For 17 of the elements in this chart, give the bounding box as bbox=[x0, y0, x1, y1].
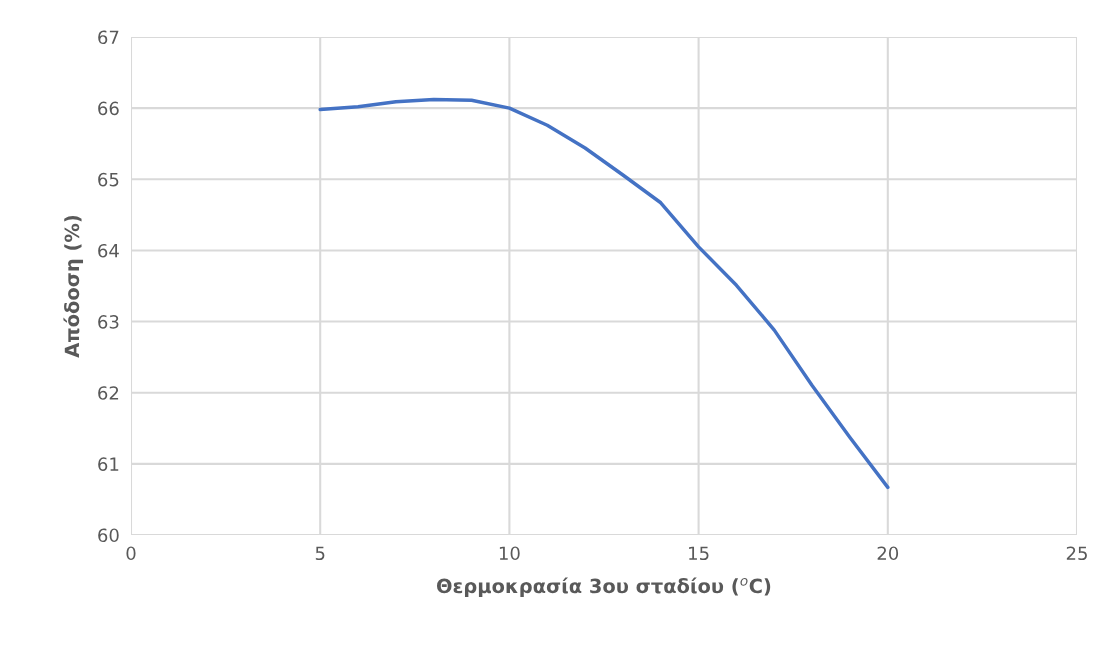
y-tick-label: 67 bbox=[98, 30, 119, 45]
x-tick-label: 0 bbox=[126, 546, 136, 561]
line-series bbox=[318, 97, 890, 490]
y-tick-label: 65 bbox=[98, 172, 119, 187]
y-tick-label: 66 bbox=[98, 101, 119, 116]
x-tick-label: 10 bbox=[499, 546, 520, 561]
y-axis-title: Απόδοση (%) bbox=[63, 215, 84, 358]
y-tick-label: 62 bbox=[98, 386, 119, 400]
y-tick-label: 61 bbox=[98, 457, 119, 471]
y-tick-label: 64 bbox=[98, 243, 119, 258]
y-tick-label: 63 bbox=[98, 315, 119, 329]
x-tick-label: 5 bbox=[315, 546, 325, 561]
x-tick-label: 15 bbox=[689, 546, 709, 561]
x-tick-label: 20 bbox=[877, 546, 899, 561]
y-tick-label: 60 bbox=[98, 528, 119, 543]
x-axis-title: Θερμοκρασία 3ου σταδίου ($^{o}$C) bbox=[436, 577, 771, 598]
x-tick-label: 25 bbox=[1066, 546, 1087, 561]
